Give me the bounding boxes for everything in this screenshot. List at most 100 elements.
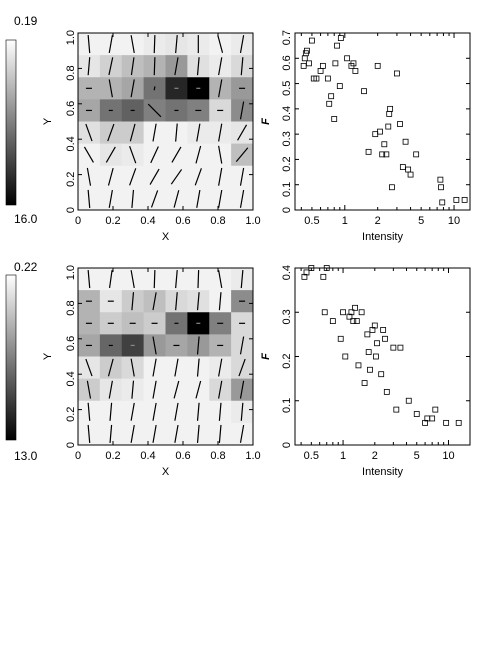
polarization-vector [87, 424, 91, 443]
x-tick-label: 1.0 [245, 215, 260, 227]
data-point [317, 68, 324, 74]
data-point [437, 176, 444, 183]
data-point [389, 184, 395, 191]
data-point [429, 415, 436, 422]
polarization-vector [196, 292, 200, 311]
y-tick-label: 0.2 [281, 156, 293, 171]
polarization-vector [131, 189, 135, 208]
data-point [324, 75, 331, 82]
polarization-vector [239, 380, 245, 399]
x-tick-label: 0.2 [105, 450, 120, 462]
x-tick-label: 0.6 [175, 450, 190, 462]
polarization-vector [153, 35, 156, 54]
data-point [358, 309, 365, 316]
data-point [361, 380, 368, 386]
data-point [383, 388, 390, 395]
polarization-vector [129, 123, 136, 142]
polarization-vector [240, 57, 244, 76]
data-point [350, 318, 357, 325]
x-tick-label: 1.0 [245, 450, 260, 462]
y-tick-label: 0 [65, 207, 77, 213]
y-tick-label: 1.0 [65, 30, 77, 45]
data-point [386, 111, 393, 117]
polarization-vector [218, 189, 223, 208]
polarization-vector [196, 358, 200, 377]
polarization-vector [87, 57, 91, 76]
colorbar-top-label: 0.22 [14, 260, 38, 274]
polarization-vector [152, 123, 157, 142]
polarization-vector [107, 358, 114, 377]
data-point [393, 406, 400, 413]
x-tick-label: 0.8 [210, 215, 225, 227]
polarization-vector [150, 190, 159, 208]
data-point [328, 93, 335, 100]
polarization-vector [218, 358, 223, 377]
colorbar-top-label: 0.19 [14, 14, 38, 28]
data-point [439, 199, 446, 206]
polarization-vector [131, 292, 135, 311]
polarization-vector [196, 336, 200, 355]
colorbar [5, 39, 17, 206]
heatmap-panel-1: 0.19 16.0 0 0.2 0.4 0.6 0.8 1.0 0 0.2 0.4 0.6 0.8 1.0… [5, 14, 261, 243]
polarization-vector [130, 424, 135, 443]
polarization-vector [196, 123, 201, 142]
polarization-vector [108, 380, 113, 399]
polarization-vector [239, 189, 245, 208]
polarization-vector [130, 270, 135, 289]
data-point [432, 406, 439, 413]
polarization-vector [174, 402, 179, 421]
data-point [340, 309, 346, 316]
data-point [308, 265, 315, 271]
data-point [402, 138, 409, 145]
polarization-vector [147, 103, 162, 118]
data-point [342, 353, 349, 360]
data-point [313, 75, 320, 82]
data-point [337, 35, 344, 41]
data-point [397, 344, 404, 351]
data-point [331, 116, 338, 122]
x-tick-label: 0.2 [105, 215, 120, 227]
data-point [372, 131, 379, 138]
data-point [367, 366, 373, 373]
polarization-vector [218, 145, 223, 164]
polarization-vector [107, 123, 115, 142]
polarization-vector [109, 402, 113, 421]
y-tick-label: 1.0 [65, 265, 77, 280]
x-tick-label: 0.8 [210, 450, 225, 462]
polarization-vector [86, 380, 92, 399]
polarization-vector [239, 35, 245, 54]
y-tick-label: 0.1 [281, 182, 293, 197]
data-point [326, 100, 333, 107]
y-tick-label: 0.6 [65, 101, 77, 116]
x-tick-label: 5 [414, 450, 420, 462]
polarization-vector [105, 146, 116, 163]
polarization-vector [240, 402, 244, 421]
plot-frame [294, 267, 471, 446]
polarization-vector [238, 358, 246, 377]
data-point [379, 151, 386, 158]
x-tick-label: 0 [75, 215, 81, 227]
data-point [364, 331, 371, 338]
y-tick-label: 0 [281, 207, 293, 213]
x-axis-label: X [162, 231, 170, 243]
data-point [461, 196, 468, 203]
polarization-vector [196, 189, 201, 208]
polarization-vector [218, 57, 223, 76]
data-point [353, 318, 360, 325]
data-point [301, 55, 308, 62]
x-tick-label: 2 [375, 215, 381, 227]
colorbar [5, 274, 17, 441]
y-tick-label: 0.4 [65, 371, 77, 386]
polarization-vector [149, 168, 160, 185]
polarization-vector [130, 402, 135, 421]
data-point [405, 166, 412, 173]
polarization-vector [218, 79, 223, 98]
y-tick-label: 0.2 [65, 172, 77, 187]
polarization-vector [174, 358, 179, 377]
y-tick-label: 0.2 [65, 407, 77, 422]
polarization-vector [152, 424, 157, 443]
x-tick-label: 1 [342, 215, 348, 227]
y-tick-label: 0.6 [65, 336, 77, 351]
polarization-vector [108, 189, 113, 208]
